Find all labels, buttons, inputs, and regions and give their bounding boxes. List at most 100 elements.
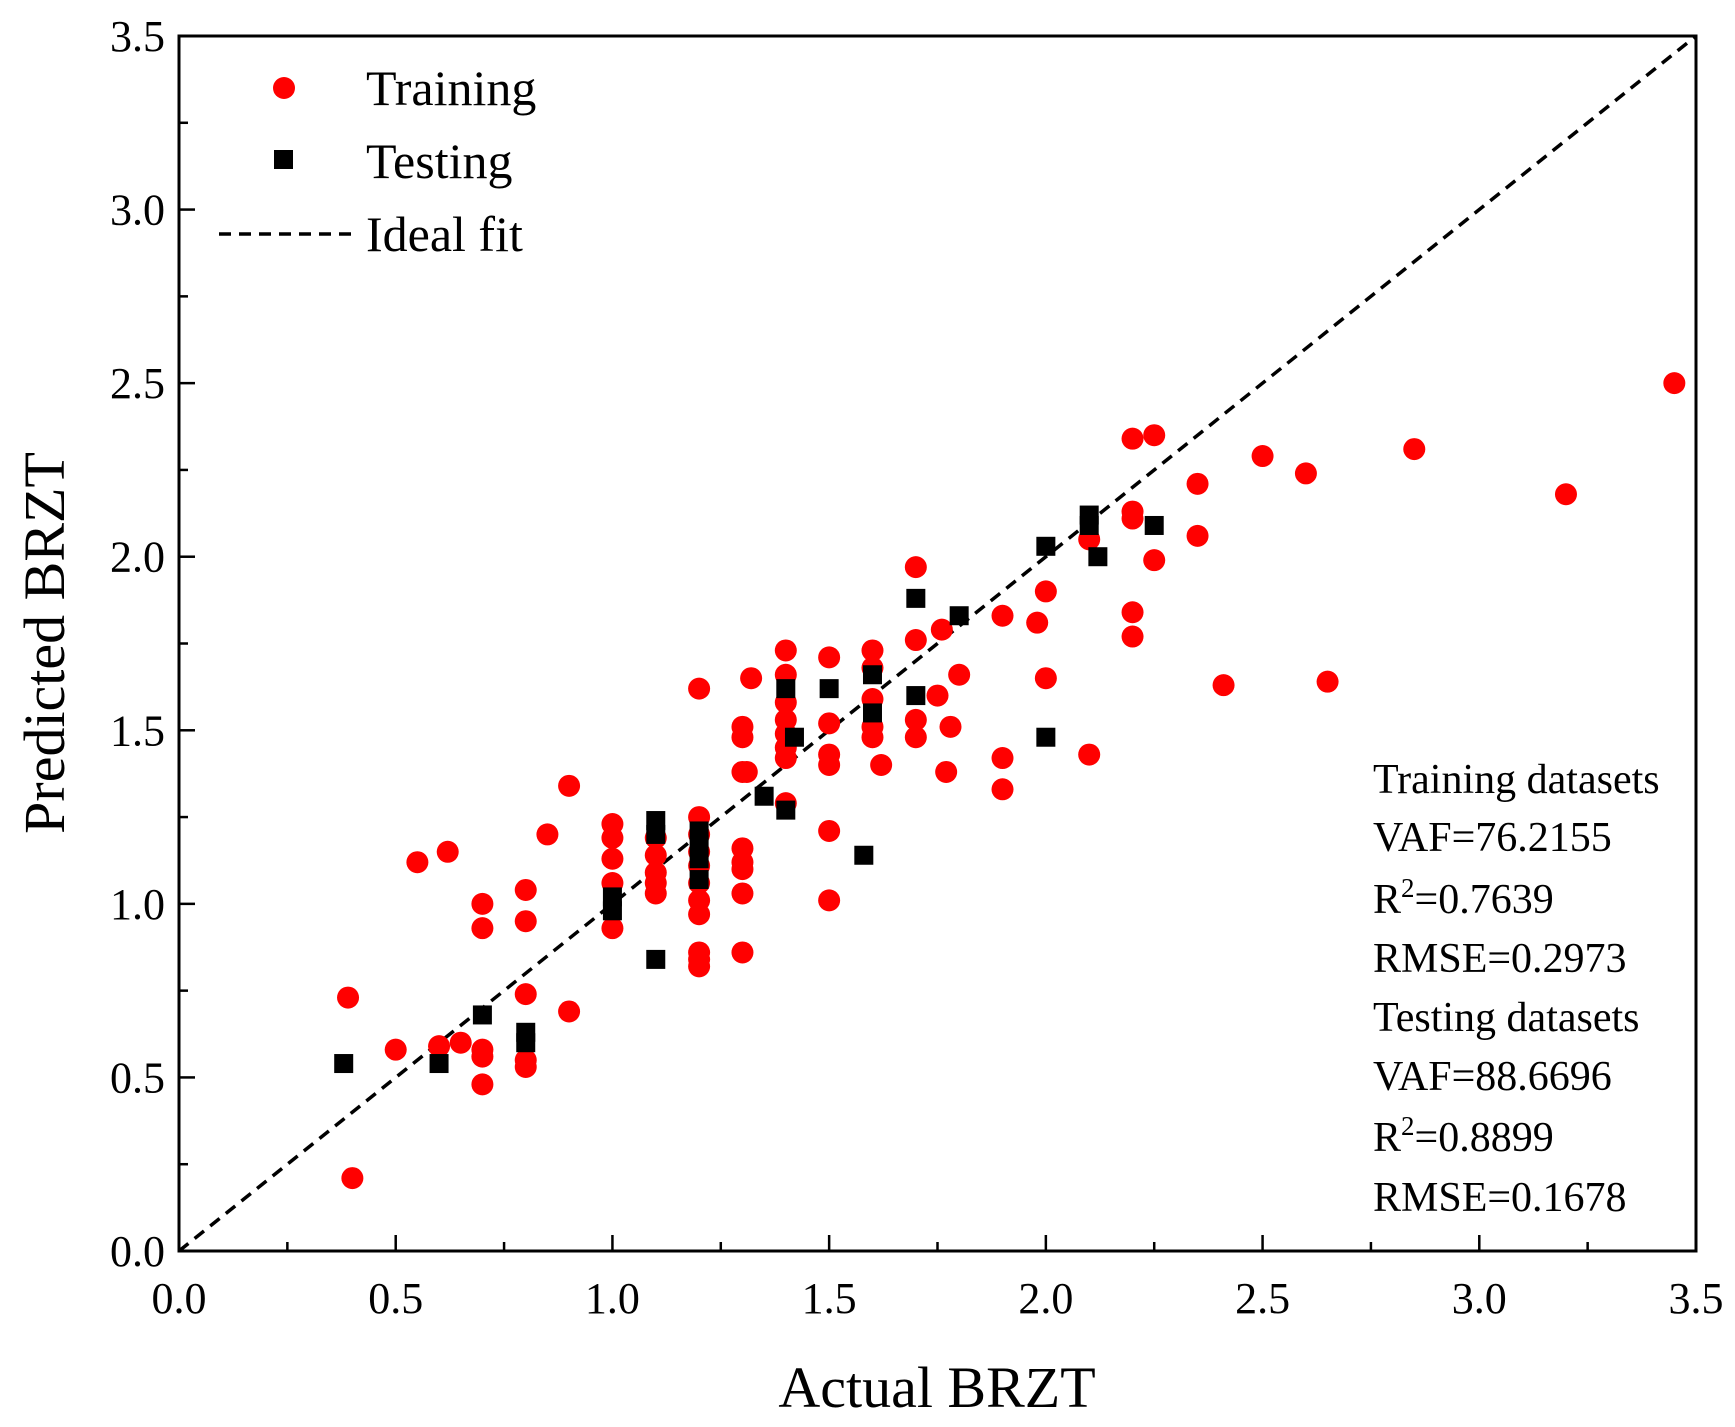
x-tick-label-3: 1.5 [802,1274,857,1323]
training-point-94 [1143,549,1166,572]
training-point-30 [688,677,711,700]
legend-testing-label: Testing [366,133,512,189]
training-point-50 [740,667,763,690]
testing-point-24 [949,606,969,626]
training-point-63 [818,819,841,842]
y-tick-label-2: 1.0 [110,880,165,929]
training-point-42 [731,726,754,749]
training-point-79 [948,663,971,686]
training-point-91 [1121,601,1144,624]
training-point-81 [991,747,1014,770]
testing-point-19 [854,845,874,865]
training-point-83 [1026,611,1049,634]
training-point-80 [991,604,1014,627]
training-point-103 [1663,372,1686,395]
y-tick-label-0: 0.0 [110,1227,165,1276]
training-point-18 [558,774,581,797]
training-point-99 [1294,462,1317,485]
training-rmse: RMSE=0.2973 [1373,936,1627,982]
training-point-102 [1554,483,1577,506]
training-r2-sup: 2 [1401,873,1415,903]
legend-training-marker [273,77,295,99]
training-point-64 [818,889,841,912]
training-point-100 [1316,670,1339,693]
training-point-72 [904,629,927,652]
testing-point-12 [689,849,709,869]
training-r2-prefix: R [1373,877,1401,923]
training-point-12 [514,878,537,901]
testing-r2-value: =0.8899 [1415,1115,1554,1161]
training-point-46 [731,858,754,881]
training-point-60 [818,712,841,735]
training-point-14 [514,983,537,1006]
training-r2-value: =0.7639 [1415,877,1554,923]
y-tick-label-4: 2.0 [110,533,165,582]
testing-r2-prefix: R [1373,1115,1401,1161]
testing-rmse: RMSE=0.1678 [1373,1175,1627,1221]
training-point-92 [1121,625,1144,648]
testing-points [334,505,1164,1074]
training-point-88 [1121,427,1144,450]
training-point-71 [904,556,927,579]
training-point-78 [939,715,962,738]
testing-point-21 [862,703,882,723]
training-point-8 [471,917,494,940]
training-point-21 [601,826,624,849]
training-point-87 [1078,743,1101,766]
training-point-101 [1403,438,1426,461]
training-point-6 [449,1031,472,1054]
training-point-59 [818,646,841,669]
testing-point-16 [776,800,796,820]
x-tick-label-4: 2.0 [1018,1274,1073,1323]
y-axis-ticks: 0.0 0.5 1.0 1.5 2.0 2.5 3.0 3.5 [110,12,195,1276]
training-point-74 [904,726,927,749]
y-tick-label-1: 0.5 [110,1053,165,1102]
training-point-49 [735,760,758,783]
training-point-65 [861,639,884,662]
training-point-3 [406,851,429,874]
training-point-69 [861,726,884,749]
training-point-13 [514,910,537,933]
x-tick-label-7: 3.5 [1669,1274,1724,1323]
x-axis-ticks: 0.0 0.5 1.0 1.5 2.0 2.5 3.0 3.5 [152,1235,1724,1323]
testing-point-20 [862,665,882,685]
testing-point-29 [1088,547,1108,567]
testing-point-23 [906,686,926,706]
testing-point-15 [776,679,796,699]
testing-point-1 [429,1054,449,1074]
legend-testing-marker [274,150,293,169]
training-point-19 [558,1000,581,1023]
legend: Training Testing Ideal fit [219,60,536,262]
testing-point-4 [516,1033,536,1053]
training-point-40 [688,955,711,978]
training-point-75 [926,684,949,707]
training-points [337,372,1686,1190]
training-point-62 [818,754,841,776]
testing-datasets-header: Testing datasets [1373,995,1640,1041]
testing-point-13 [689,870,709,890]
training-point-73 [904,708,927,731]
training-point-4 [428,1035,451,1058]
training-point-70 [870,754,893,776]
testing-point-18 [819,679,839,699]
training-point-7 [471,892,494,915]
training-point-26 [644,844,667,867]
x-tick-label-0: 0.0 [152,1274,207,1323]
stats-box: Training datasets VAF=76.2155 R2=0.7639 … [1373,757,1660,1221]
training-point-16 [514,1056,537,1079]
legend-training-label: Training [366,60,536,116]
testing-point-22 [906,588,926,608]
training-point-51 [774,639,797,662]
training-point-97 [1212,674,1235,697]
training-point-82 [991,778,1014,801]
x-tick-label-2: 1.0 [585,1274,640,1323]
training-point-0 [337,986,360,1009]
training-point-57 [774,747,797,770]
testing-point-30 [1144,515,1164,535]
y-tick-label-3: 1.5 [110,706,165,755]
training-vaf: VAF=76.2155 [1373,815,1612,861]
testing-point-2 [472,1005,492,1025]
x-axis-title: Actual BRZT [778,1355,1095,1420]
training-point-96 [1186,524,1209,547]
